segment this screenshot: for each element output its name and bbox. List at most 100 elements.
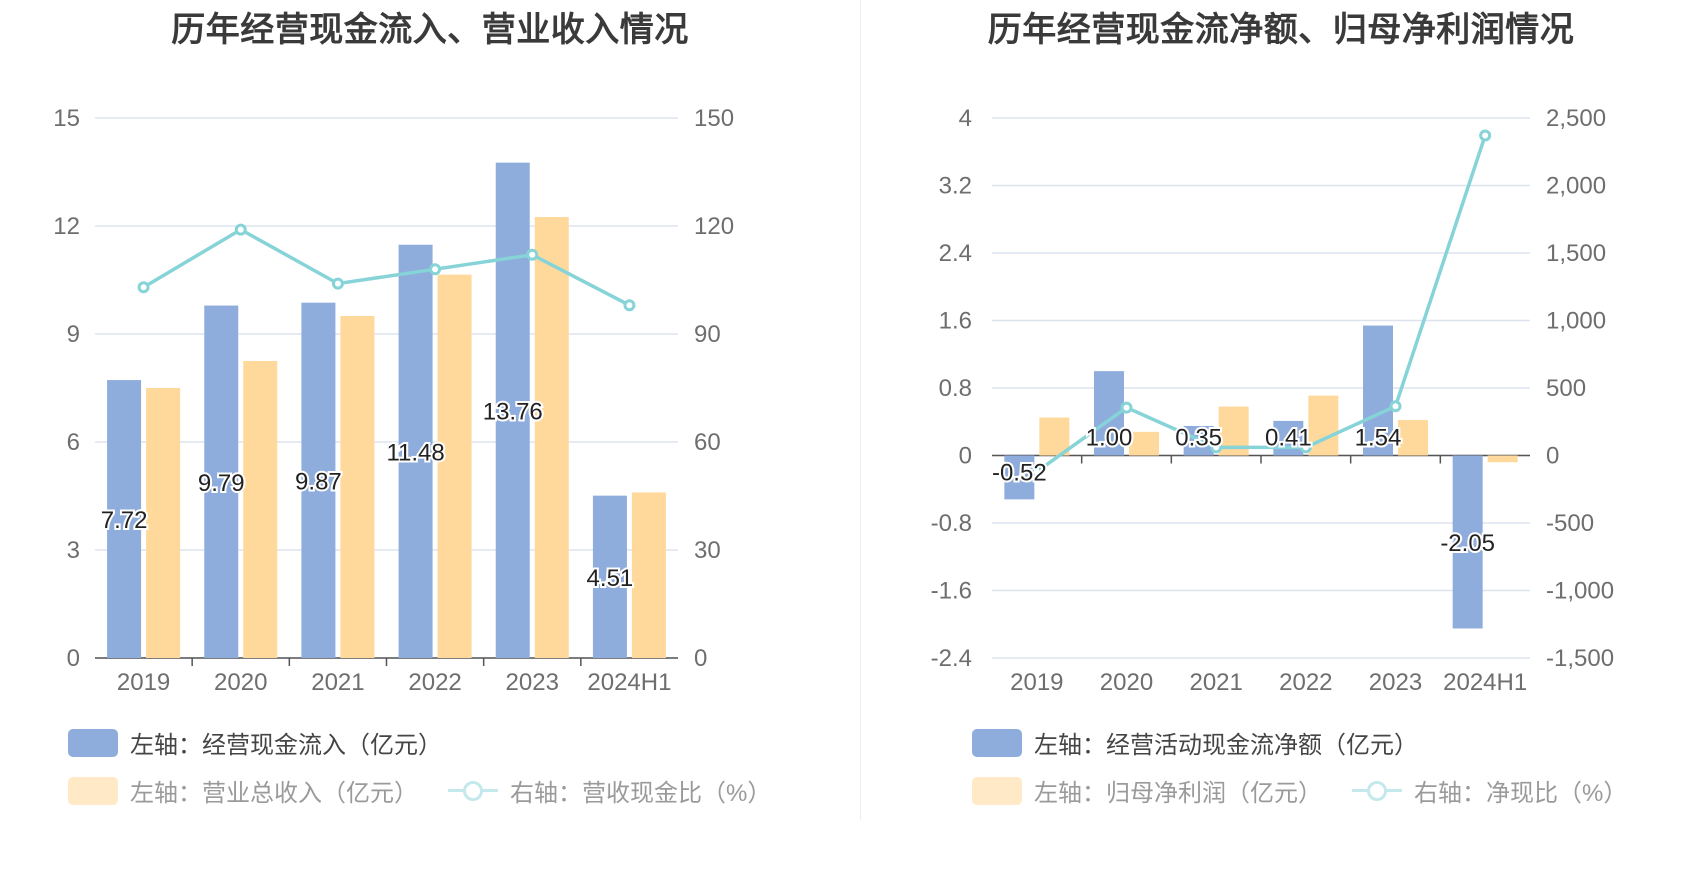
legend-row-2: 左轴：归母净利润（亿元） 右轴：净现比（%） xyxy=(972,773,1657,808)
x-tick-label: 2022 xyxy=(1279,669,1332,696)
chart-panel-netcash-profit: 历年经营现金流净额、归母净利润情况 -2.4 -1,500 -1.6 -1,000 -0… xyxy=(862,0,1700,874)
bar-yellow xyxy=(1308,395,1339,456)
bar-yellow xyxy=(243,361,278,658)
y-right-tick-label: 90 xyxy=(694,321,721,348)
bar-data-label: 0.35 xyxy=(1175,425,1222,452)
bar-blue xyxy=(1363,325,1393,456)
y-right-tick-label: 1,000 xyxy=(1546,308,1606,335)
x-tick-label: 2020 xyxy=(214,669,267,696)
legend-item-net-profit[interactable]: 左轴：归母净利润（亿元） xyxy=(972,773,1322,808)
line-point xyxy=(429,263,442,276)
line-series xyxy=(1035,134,1487,474)
bar-blue xyxy=(301,302,336,658)
bar-blue xyxy=(398,244,433,658)
y-left-tick-label: 6 xyxy=(67,429,80,456)
y-left-tick-label: 0 xyxy=(67,645,80,672)
y-right-tick-label: 120 xyxy=(694,213,734,240)
legend-line-marker-icon xyxy=(448,777,498,805)
line-point xyxy=(1210,441,1223,454)
bar-blue xyxy=(1452,455,1483,629)
x-tick-label: 2019 xyxy=(117,669,170,696)
x-tick-label: 2020 xyxy=(1100,669,1153,696)
y-left-tick-label: 3 xyxy=(67,537,80,564)
bar-data-label: 11.48 xyxy=(386,439,444,466)
y-left-tick-label: 1.6 xyxy=(939,308,972,335)
y-left-tick-label: 0 xyxy=(959,443,972,470)
x-tick-label: 2022 xyxy=(408,669,461,696)
legend-label: 左轴：经营活动现金流净额（亿元） xyxy=(1034,732,1418,759)
legend-swatch-blue xyxy=(68,728,118,757)
y-right-tick-label: 0 xyxy=(694,645,707,672)
x-tick-label: 2024H1 xyxy=(1443,669,1527,696)
chart-title: 历年经营现金流净额、归母净利润情况 xyxy=(987,11,1575,49)
bar-yellow xyxy=(1039,417,1070,456)
x-tick-label: 2024H1 xyxy=(587,669,671,696)
y-right-tick-label: 150 xyxy=(694,105,734,132)
legend-item-net-cashflow[interactable]: 左轴：经营活动现金流净额（亿元） xyxy=(972,725,1418,760)
line-point xyxy=(234,223,247,236)
legend-label: 左轴：经营现金流入（亿元） xyxy=(130,732,442,759)
legend-item-revenue[interactable]: 左轴：营业总收入（亿元） xyxy=(68,773,418,808)
y-right-tick-label: -1,000 xyxy=(1546,578,1614,605)
bar-yellow xyxy=(534,217,569,658)
legend-swatch-blue xyxy=(972,728,1022,757)
line-series xyxy=(142,227,631,307)
bar-data-label: -0.52 xyxy=(992,460,1047,487)
x-tick-label: 2021 xyxy=(1189,669,1242,696)
y-right-tick-label: -1,500 xyxy=(1546,645,1614,672)
legend-row-1: 左轴：经营现金流入（亿元） xyxy=(68,725,472,760)
bar-data-label: 1.00 xyxy=(1086,425,1133,452)
bar-data-label: 9.79 xyxy=(198,470,245,497)
y-left-tick-label: 4 xyxy=(959,105,972,132)
bar-blue xyxy=(1004,455,1035,500)
bar-blue xyxy=(107,380,142,658)
bar-data-label: 13.76 xyxy=(483,398,543,425)
x-tick-label: 2021 xyxy=(311,669,364,696)
line-point xyxy=(526,248,539,261)
y-right-tick-label: 1,500 xyxy=(1546,240,1606,267)
y-left-tick-label: -0.8 xyxy=(931,510,972,537)
x-tick-label: 2023 xyxy=(1369,669,1422,696)
bar-data-label: 0.41 xyxy=(1265,425,1312,452)
legend-line-marker-icon xyxy=(1352,777,1402,805)
y-left-tick-label: 0.8 xyxy=(939,375,972,402)
bar-yellow xyxy=(1129,431,1159,456)
bar-blue xyxy=(1273,420,1304,456)
bar-blue xyxy=(592,495,627,658)
y-left-tick-label: -2.4 xyxy=(931,645,972,672)
legend-swatch-yellow xyxy=(68,776,118,805)
bar-data-label: 7.72 xyxy=(101,507,148,534)
y-left-tick-label: 12 xyxy=(53,213,80,240)
y-right-tick-label: -500 xyxy=(1546,510,1594,537)
bar-yellow xyxy=(1398,420,1428,456)
line-point xyxy=(1479,129,1492,142)
legend-item-ratio[interactable]: 右轴：营收现金比（%） xyxy=(448,773,771,808)
legend-item-cash-inflow[interactable]: 左轴：经营现金流入（亿元） xyxy=(68,725,442,760)
line-point xyxy=(1299,441,1312,454)
legend-row-1: 左轴：经营活动现金流净额（亿元） xyxy=(972,725,1448,760)
bar-data-label: 9.87 xyxy=(295,468,342,495)
bar-blue xyxy=(204,305,239,658)
y-right-tick-label: 2,000 xyxy=(1546,173,1606,200)
bar-blue xyxy=(495,162,530,658)
bar-data-label: 1.54 xyxy=(1355,425,1402,452)
panel-divider xyxy=(860,0,861,820)
bar-yellow xyxy=(1487,455,1518,463)
y-left-tick-label: 2.4 xyxy=(939,240,972,267)
chart-canvas: -2.4 -1,500 -1.6 -1,000 -0.8 -500 0 0 0.8 500 1.6 1… xyxy=(931,105,1614,696)
line-point xyxy=(331,277,344,290)
y-right-tick-label: 500 xyxy=(1546,375,1586,402)
legend-label: 右轴：营收现金比（%） xyxy=(510,780,772,807)
y-right-tick-label: 30 xyxy=(694,537,721,564)
y-right-tick-label: 0 xyxy=(1546,443,1559,470)
bar-yellow xyxy=(146,388,181,658)
legend-item-net-cash-ratio[interactable]: 右轴：净现比（%） xyxy=(1352,773,1627,808)
bar-data-label: -2.05 xyxy=(1440,530,1495,557)
legend-label: 右轴：净现比（%） xyxy=(1414,780,1628,807)
y-right-tick-label: 60 xyxy=(694,429,721,456)
bar-yellow xyxy=(631,492,666,658)
legend-label: 左轴：营业总收入（亿元） xyxy=(130,780,418,807)
line-point xyxy=(1389,400,1402,413)
y-left-tick-label: -1.6 xyxy=(931,578,972,605)
line-point xyxy=(1030,465,1043,478)
